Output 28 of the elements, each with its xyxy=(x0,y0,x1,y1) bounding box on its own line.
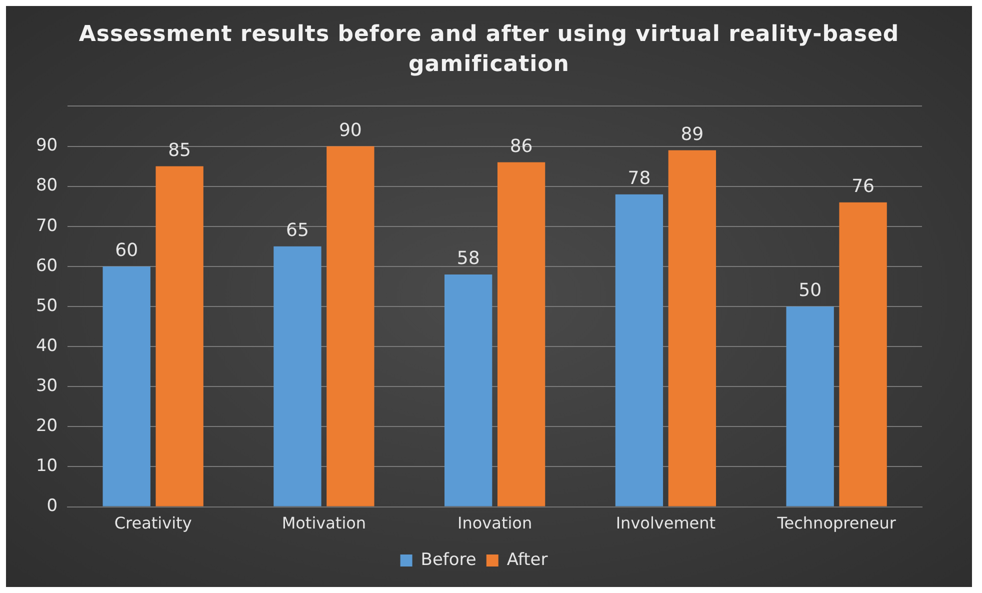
y-tick-label: 60 xyxy=(36,256,58,276)
y-tick-label: 20 xyxy=(36,416,58,436)
data-label: 76 xyxy=(852,176,874,198)
data-label: 65 xyxy=(286,220,309,242)
y-tick-label: 80 xyxy=(36,176,58,196)
data-label: 50 xyxy=(798,280,822,302)
data-label: 60 xyxy=(115,240,138,262)
legend-label: After xyxy=(506,550,548,570)
y-tick-label: 90 xyxy=(36,136,58,156)
x-tick-label: Involvement xyxy=(616,514,716,533)
x-tick-label: Inovation xyxy=(458,514,532,533)
x-tick-label: Technopreneur xyxy=(776,514,896,533)
data-label: 86 xyxy=(510,136,533,157)
chart-title: Assessment results before and after using virtual reality-based gamification xyxy=(78,21,900,79)
y-tick-label: 50 xyxy=(36,296,58,316)
x-tick-label: Motivation xyxy=(282,514,366,533)
data-label: 89 xyxy=(680,124,704,145)
x-tick-label: Creativity xyxy=(114,514,192,533)
y-tick-label: 10 xyxy=(36,456,58,476)
y-tick-label: 0 xyxy=(46,496,58,516)
y-tick-label: 40 xyxy=(36,336,58,356)
data-label: 90 xyxy=(338,120,362,141)
legend-label: Before xyxy=(420,550,476,570)
y-tick-label: 30 xyxy=(36,376,58,396)
y-tick-label: 70 xyxy=(36,216,58,236)
data-label: 58 xyxy=(456,248,480,270)
data-label: 78 xyxy=(628,168,651,190)
data-label: 85 xyxy=(168,140,192,161)
